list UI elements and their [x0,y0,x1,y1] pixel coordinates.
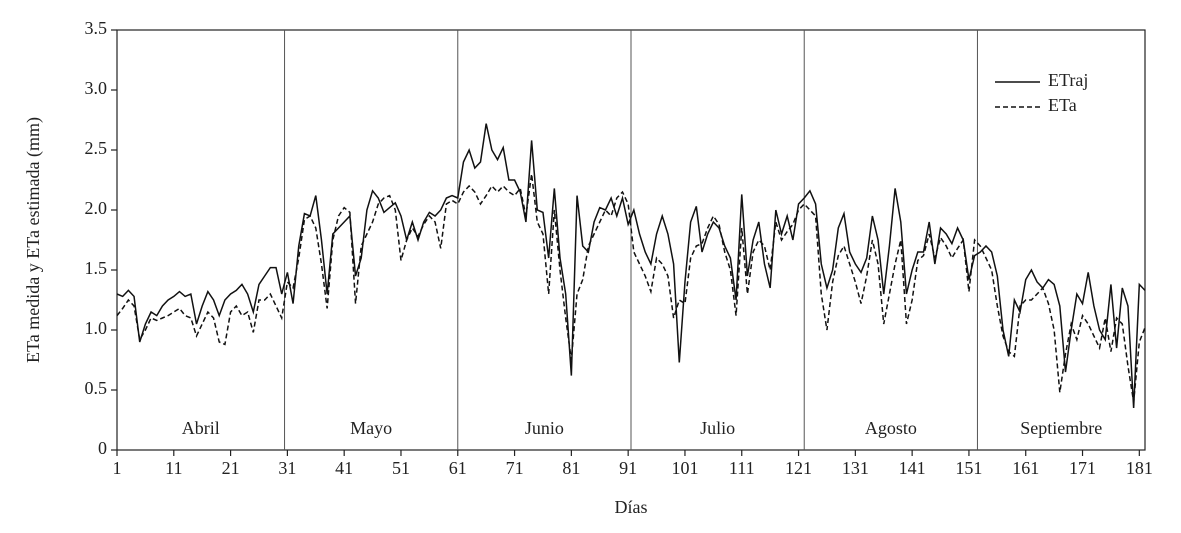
x-tick-label: 151 [955,458,982,478]
x-tick-label: 31 [278,458,296,478]
month-label: Junio [525,418,564,438]
month-label: Abril [182,418,220,438]
y-axis-label: ETa medida y ETa estimada (mm) [23,117,44,363]
x-tick-label: 21 [222,458,240,478]
legend-label: ETa [1048,95,1077,115]
x-tick-label: 91 [619,458,637,478]
x-tick-label: 181 [1126,458,1153,478]
y-tick-label: 2.0 [85,198,108,218]
x-tick-label: 81 [562,458,580,478]
month-label: Agosto [865,418,917,438]
month-label: Mayo [350,418,392,438]
y-tick-label: 2.5 [85,138,108,158]
x-tick-label: 141 [899,458,926,478]
y-tick-label: 3.0 [85,78,108,98]
x-tick-label: 171 [1069,458,1096,478]
x-tick-label: 101 [671,458,698,478]
x-tick-label: 131 [842,458,869,478]
series-line [116,123,1146,409]
x-tick-label: 71 [506,458,524,478]
month-label: Septiembre [1020,418,1102,438]
x-axis-label: Días [615,497,648,517]
x-tick-label: 161 [1012,458,1039,478]
x-tick-label: 111 [729,458,755,478]
y-tick-label: 0.5 [85,378,108,398]
x-tick-label: 61 [449,458,467,478]
x-tick-label: 11 [165,458,182,478]
x-tick-label: 51 [392,458,410,478]
y-tick-label: 0 [98,438,107,458]
x-tick-label: 41 [335,458,353,478]
y-tick-label: 3.5 [85,18,108,38]
x-tick-label: 121 [785,458,812,478]
y-tick-label: 1.0 [85,318,108,338]
y-tick-label: 1.5 [85,258,108,278]
legend-label: ETraj [1048,70,1088,90]
month-label: Julio [700,418,735,438]
series-line [116,173,1146,403]
x-tick-label: 1 [113,458,122,478]
